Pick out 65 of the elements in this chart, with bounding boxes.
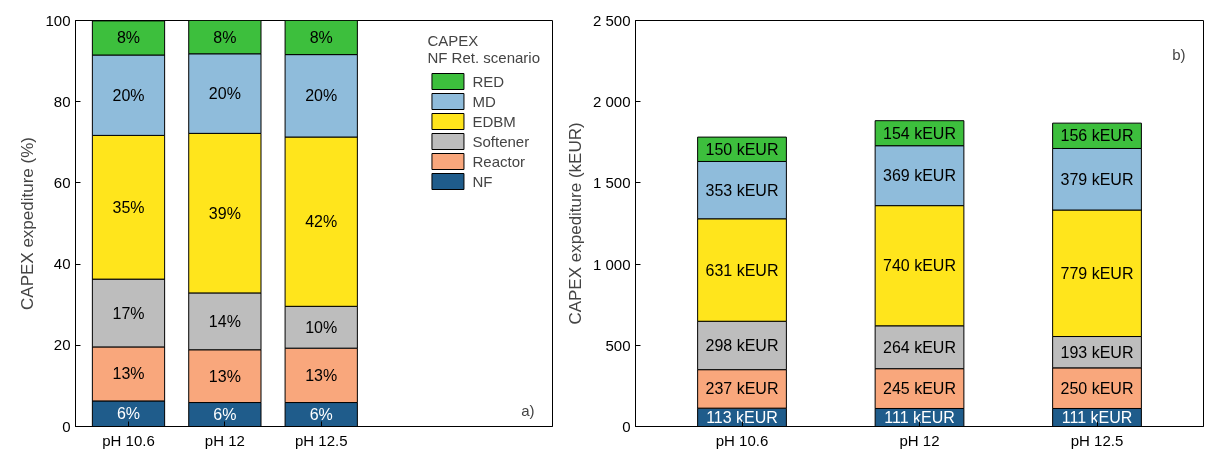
data-label: 631 kEUR (705, 261, 779, 279)
data-label: 154 kEUR (883, 124, 956, 142)
data-label: 250 kEUR (1060, 379, 1134, 397)
data-label: 111 kEUR (884, 408, 955, 426)
x-tick-label: pH 10.6 (715, 431, 769, 449)
data-label: 20% (208, 85, 241, 103)
y-axis-title: CAPEX expediture (%) (18, 137, 38, 310)
y-tick-label: 40 (53, 255, 71, 273)
data-label: 14% (208, 312, 241, 330)
y-tick-label: 1 000 (592, 255, 631, 273)
data-label: 779 kEUR (1060, 264, 1134, 282)
data-label: 20% (305, 87, 338, 105)
data-label: 740 kEUR (883, 257, 956, 275)
x-tick-label: pH 12 (899, 431, 940, 449)
data-label: 193 kEUR (1060, 343, 1134, 361)
y-tick-label: 100 (45, 11, 71, 29)
data-label: 35% (112, 198, 145, 216)
legend-label: RED (472, 72, 505, 90)
y-tick-label: 0 (62, 417, 71, 435)
data-label: 156 kEUR (1060, 127, 1134, 145)
data-label: 6% (309, 406, 333, 424)
data-label: 6% (116, 405, 141, 423)
data-label: 20% (112, 86, 145, 104)
y-tick-label: 80 (53, 92, 71, 110)
y-tick-label: 0 (622, 418, 631, 435)
legend-label: NF (472, 172, 493, 190)
y-tick-label: 2 500 (592, 12, 631, 29)
data-label: 13% (208, 367, 241, 385)
data-label: 298 kEUR (705, 336, 779, 354)
y-tick-label: 60 (53, 173, 71, 191)
data-label: 10% (305, 318, 338, 336)
text: a) (521, 401, 535, 419)
data-label: 150 kEUR (705, 140, 779, 158)
legend-label: EDBM (472, 112, 516, 130)
y-tick-label: 1 500 (592, 174, 631, 192)
data-label: 17% (112, 304, 145, 322)
data-label: 111 kEUR (1061, 408, 1133, 426)
legend-label: Softener (472, 132, 530, 150)
data-label: 13% (112, 365, 145, 383)
data-label: 8% (213, 28, 237, 46)
data-label: 369 kEUR (883, 167, 956, 185)
y-tick-label: 20 (53, 336, 71, 354)
x-tick-label: pH 10.6 (102, 431, 155, 449)
data-label: 39% (208, 204, 241, 222)
data-label: 13% (305, 366, 338, 384)
x-tick-label: pH 12 (204, 431, 245, 449)
legend-label: Reactor (472, 152, 525, 170)
data-label: 42% (305, 213, 338, 231)
legend-label: MD (472, 92, 496, 110)
x-tick-label: pH 12.5 (294, 431, 348, 449)
y-axis-title: CAPEX expediture (kEUR) (565, 122, 585, 325)
data-label: 8% (309, 29, 333, 47)
annotation: b) (1172, 45, 1186, 63)
y-tick-label: 2 000 (592, 93, 631, 111)
data-label: 264 kEUR (883, 338, 956, 356)
data-label: 113 kEUR (706, 408, 778, 426)
data-label: 6% (213, 406, 237, 424)
data-label: 245 kEUR (883, 380, 956, 398)
data-label: 353 kEUR (705, 181, 779, 199)
data-label: 379 kEUR (1060, 170, 1134, 188)
data-label: 8% (116, 29, 141, 47)
x-tick-label: pH 12.5 (1070, 431, 1124, 449)
legend-title: CAPEX NF Ret. scenario (427, 32, 540, 66)
y-tick-label: 500 (605, 336, 631, 354)
data-label: 237 kEUR (705, 380, 779, 398)
